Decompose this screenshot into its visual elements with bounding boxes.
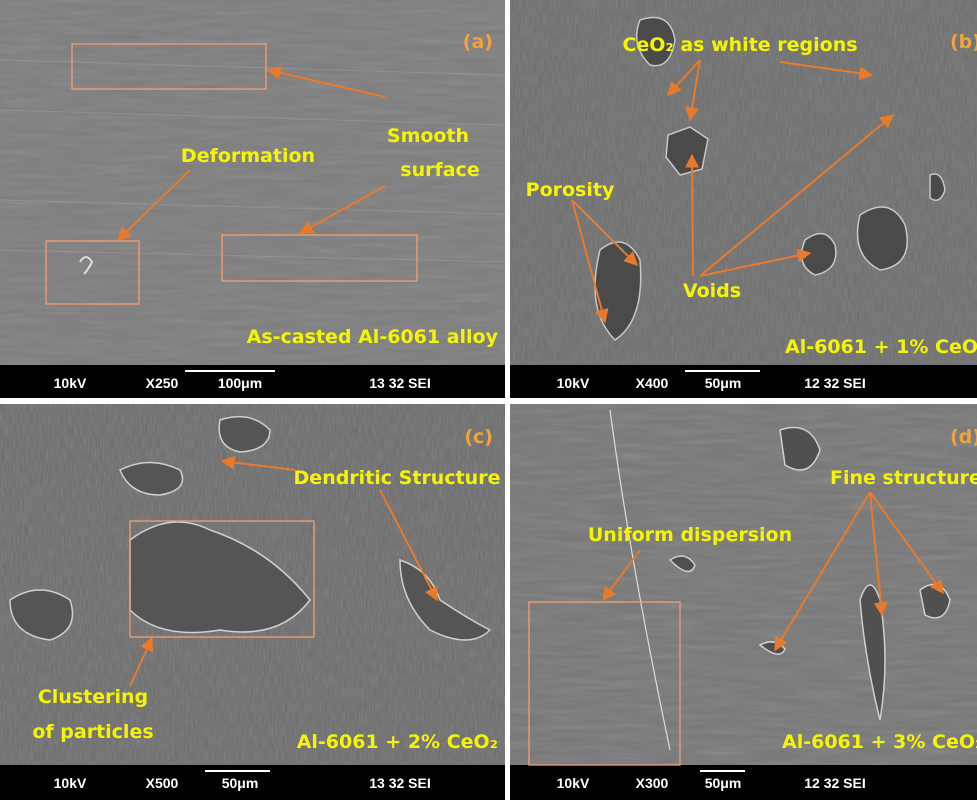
caption: Al-6061 + 3% CeO₂ [782, 731, 977, 753]
panel-a: (a) Smooth surface Deformation As-casted… [0, 0, 505, 398]
info-voltage: 10kV [54, 775, 87, 791]
annotation: Dendritic Structure [294, 467, 501, 489]
panel-label: (c) [464, 426, 493, 448]
annotation: Deformation [181, 145, 315, 167]
annotation: Fine structure [830, 467, 977, 489]
panel-b: (b) CeO₂ as white regions Porosity Voids… [510, 0, 977, 398]
annotation: of particles [32, 721, 153, 743]
info-code: 12 32 SEI [804, 775, 866, 791]
info-scale: 50μm [222, 775, 259, 791]
figure: (a) Smooth surface Deformation As-casted… [0, 0, 977, 800]
info-code: 13 32 SEI [369, 375, 431, 391]
decoration [0, 0, 505, 365]
info-voltage: 10kV [557, 775, 590, 791]
decoration [510, 404, 977, 765]
annotation: Uniform dispersion [588, 524, 792, 546]
annotation: Smooth [387, 125, 469, 147]
arrow [692, 155, 693, 276]
panel-label: (d) [950, 426, 977, 448]
panel-label: (a) [463, 31, 493, 53]
info-voltage: 10kV [557, 375, 590, 391]
info-scale: 50μm [705, 775, 742, 791]
info-voltage: 10kV [54, 375, 87, 391]
panel-label: (b) [950, 31, 977, 53]
annotation: CeO₂ as white regions [622, 34, 857, 56]
info-magnification: X300 [636, 775, 669, 791]
info-scale: 100μm [218, 375, 262, 391]
info-magnification: X500 [146, 775, 179, 791]
panel-d: (d) Uniform dispersion Fine structure Al… [510, 404, 977, 800]
info-magnification: X250 [146, 375, 179, 391]
info-magnification: X400 [636, 375, 669, 391]
info-code: 13 32 SEI [369, 775, 431, 791]
info-code: 12 32 SEI [804, 375, 866, 391]
annotation: Voids [683, 280, 741, 302]
panel-c: (c) Dendritic Structure Clustering of pa… [0, 404, 505, 800]
annotation: Clustering [38, 686, 148, 708]
caption: Al-6061 + 2% CeO₂ [297, 731, 498, 753]
annotation: surface [400, 159, 479, 181]
info-scale: 50μm [705, 375, 742, 391]
annotation: Porosity [526, 179, 615, 201]
caption: Al-6061 + 1% CeO₂ [785, 336, 977, 358]
caption: As-casted Al-6061 alloy [247, 326, 499, 348]
